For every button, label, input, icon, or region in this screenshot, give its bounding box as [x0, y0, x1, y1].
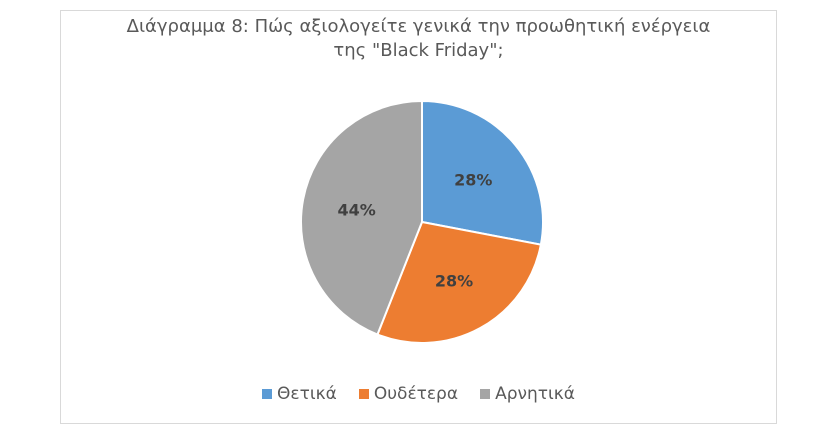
pie-chart: 28% 28% 44% — [300, 99, 544, 344]
legend-item-negative: Αρνητικά — [480, 384, 575, 404]
chart-frame: Διάγραμμα 8: Πώς αξιολογείτε γενικά την … — [60, 10, 777, 424]
data-label-positive: 28% — [454, 171, 492, 190]
legend-swatch-negative — [480, 389, 491, 399]
data-label-neutral: 28% — [435, 271, 473, 290]
legend-label-neutral: Ουδέτερα — [373, 384, 459, 404]
chart-title-line-1: Διάγραμμα 8: Πώς αξιολογείτε γενικά την … — [126, 16, 711, 37]
pie-slice-positive — [421, 99, 544, 246]
legend-label-negative: Αρνητικά — [495, 384, 575, 404]
legend-item-positive: Θετικά — [262, 384, 337, 404]
chart-title: Διάγραμμα 8: Πώς αξιολογείτε γενικά την … — [61, 15, 776, 63]
pie-slice-neutral — [376, 220, 543, 344]
chart-legend: Θετικά Ουδέτερα Αρνητικά — [61, 384, 776, 404]
legend-item-neutral: Ουδέτερα — [358, 384, 459, 404]
chart-title-line-2: της "Black Friday"; — [333, 40, 504, 61]
legend-swatch-neutral — [358, 389, 369, 399]
pie-slice-negative — [300, 99, 423, 336]
legend-swatch-positive — [262, 389, 273, 399]
data-label-negative: 44% — [337, 201, 375, 220]
legend-label-positive: Θετικά — [277, 384, 337, 404]
